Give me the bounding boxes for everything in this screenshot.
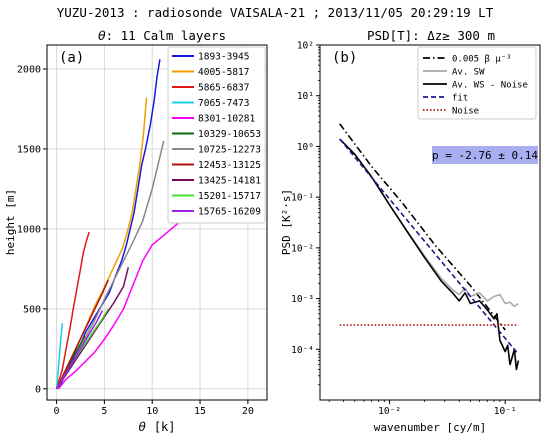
- series-line: [57, 59, 161, 390]
- x-tick-label: 10⁻¹: [494, 406, 517, 417]
- panel-a-frame: [46, 44, 268, 401]
- y-tick-label: 500: [23, 304, 41, 315]
- x-tick-label: 10⁻²: [378, 406, 401, 417]
- x-tick-label: 5: [101, 406, 107, 417]
- y-tick-label: 1500: [17, 144, 41, 155]
- panel-b-frame: [319, 44, 541, 401]
- panel-b-series: [339, 123, 520, 371]
- series-line: [55, 323, 64, 389]
- y-tick-label: 10⁻¹: [291, 193, 314, 204]
- legend-label: 10725-12273: [198, 145, 261, 156]
- series-line: [55, 310, 104, 390]
- legend-label: 12453-13125: [198, 160, 261, 171]
- panel-a-ticks: 0 5 10 15 20 0 500 1000 1500 2000: [17, 64, 254, 417]
- panel-a-title-symbol: θ: [98, 28, 106, 43]
- panel-a-title-rest: : 11 Calm layers: [106, 28, 226, 43]
- panel-a-label: (a): [59, 50, 84, 66]
- x-tick-label: 15: [194, 406, 206, 417]
- y-tick-label: 10⁰: [297, 142, 314, 153]
- legend-label: 7065-7473: [198, 98, 249, 109]
- panel-a-xlabel-symbol: θ: [138, 420, 146, 434]
- legend-label: Av. SW: [452, 68, 485, 78]
- panel-a-legend: 1893-3945 4005-5817 5865-6837 7065-7473 8301…: [167, 46, 266, 224]
- panel-a-title: θ: 11 Calm layers: [98, 28, 226, 43]
- x-tick-label: 10: [146, 406, 158, 417]
- panel-b-title: PSD[T]: Δz≥ 300 m: [367, 28, 495, 43]
- series-line: [55, 279, 109, 390]
- y-tick-label: 10²: [297, 41, 314, 52]
- legend-label: Av. WS - Noise: [452, 81, 528, 91]
- figure-title: YUZU-2013 : radiosonde VAISALA-21 ; 2013…: [57, 5, 494, 20]
- series-line: [55, 231, 90, 390]
- y-tick-label: 1000: [17, 224, 41, 235]
- legend-label: 4005-5817: [198, 67, 249, 78]
- x-tick-label: 20: [242, 406, 254, 417]
- legend-label: 13425-14181: [198, 176, 261, 187]
- panel-b-annotation: p = -2.76 ± 0.14: [432, 146, 538, 164]
- legend-label: 1893-3945: [198, 52, 249, 63]
- panel-b-annotation-text: p = -2.76 ± 0.14: [432, 149, 538, 162]
- panel-a-legend-items: 1893-3945 4005-5817 5865-6837 7065-7473 8301…: [172, 52, 261, 218]
- series-line: [339, 123, 506, 331]
- y-tick-label: 0: [35, 384, 41, 395]
- series-line: [56, 97, 148, 390]
- legend-label: 0.005 β μ⁻³: [452, 55, 512, 65]
- panel-b-legend-box: [417, 46, 537, 120]
- panel-a-xlabel-unit: [k]: [154, 420, 176, 434]
- panel-b-legend-items: 0.005 β μ⁻³ Av. SW Av. WS - Noise fit Noise: [423, 55, 528, 117]
- y-tick-label: 10¹: [297, 91, 314, 102]
- legend-label: 15765-16209: [198, 207, 261, 218]
- panel-a-series: [55, 59, 201, 390]
- x-tick-label: 0: [54, 406, 60, 417]
- panel-b-xlabel: wavenumber [cy/m]: [374, 421, 487, 434]
- legend-label: 5865-6837: [198, 83, 249, 94]
- legend-label: 8301-10281: [198, 114, 255, 125]
- panel-b-ylabel: PSD [K²·s]: [280, 189, 293, 255]
- y-tick-label: 10⁻³: [291, 294, 314, 305]
- panel-a-ylabel: height [m]: [4, 189, 17, 255]
- panel-b-annotation-box: [432, 146, 538, 164]
- legend-label: 15201-15717: [198, 191, 261, 202]
- series-line: [339, 138, 519, 308]
- series-line: [55, 140, 165, 390]
- legend-label: fit: [452, 94, 468, 104]
- legend-label: Noise: [452, 107, 479, 117]
- panel-b-label: (b): [332, 50, 357, 66]
- panel-b-ticks: 10⁻² 10⁻¹ 10⁻⁴ 10⁻³ 10⁻² 10⁻¹ 10⁰ 10¹ 10²: [291, 41, 541, 417]
- series-line: [55, 267, 130, 390]
- legend-label: 10329-10653: [198, 129, 261, 140]
- y-tick-label: 10⁻²: [291, 243, 314, 254]
- panel-b-legend: 0.005 β μ⁻³ Av. SW Av. WS - Noise fit Noise: [417, 46, 537, 120]
- series-line: [339, 138, 520, 371]
- series-line: [57, 199, 201, 390]
- y-tick-label: 2000: [17, 64, 41, 75]
- panel-a-xlabel: θ [k]: [138, 420, 175, 434]
- y-tick-label: 10⁻⁴: [291, 345, 314, 356]
- series-line: [339, 138, 520, 355]
